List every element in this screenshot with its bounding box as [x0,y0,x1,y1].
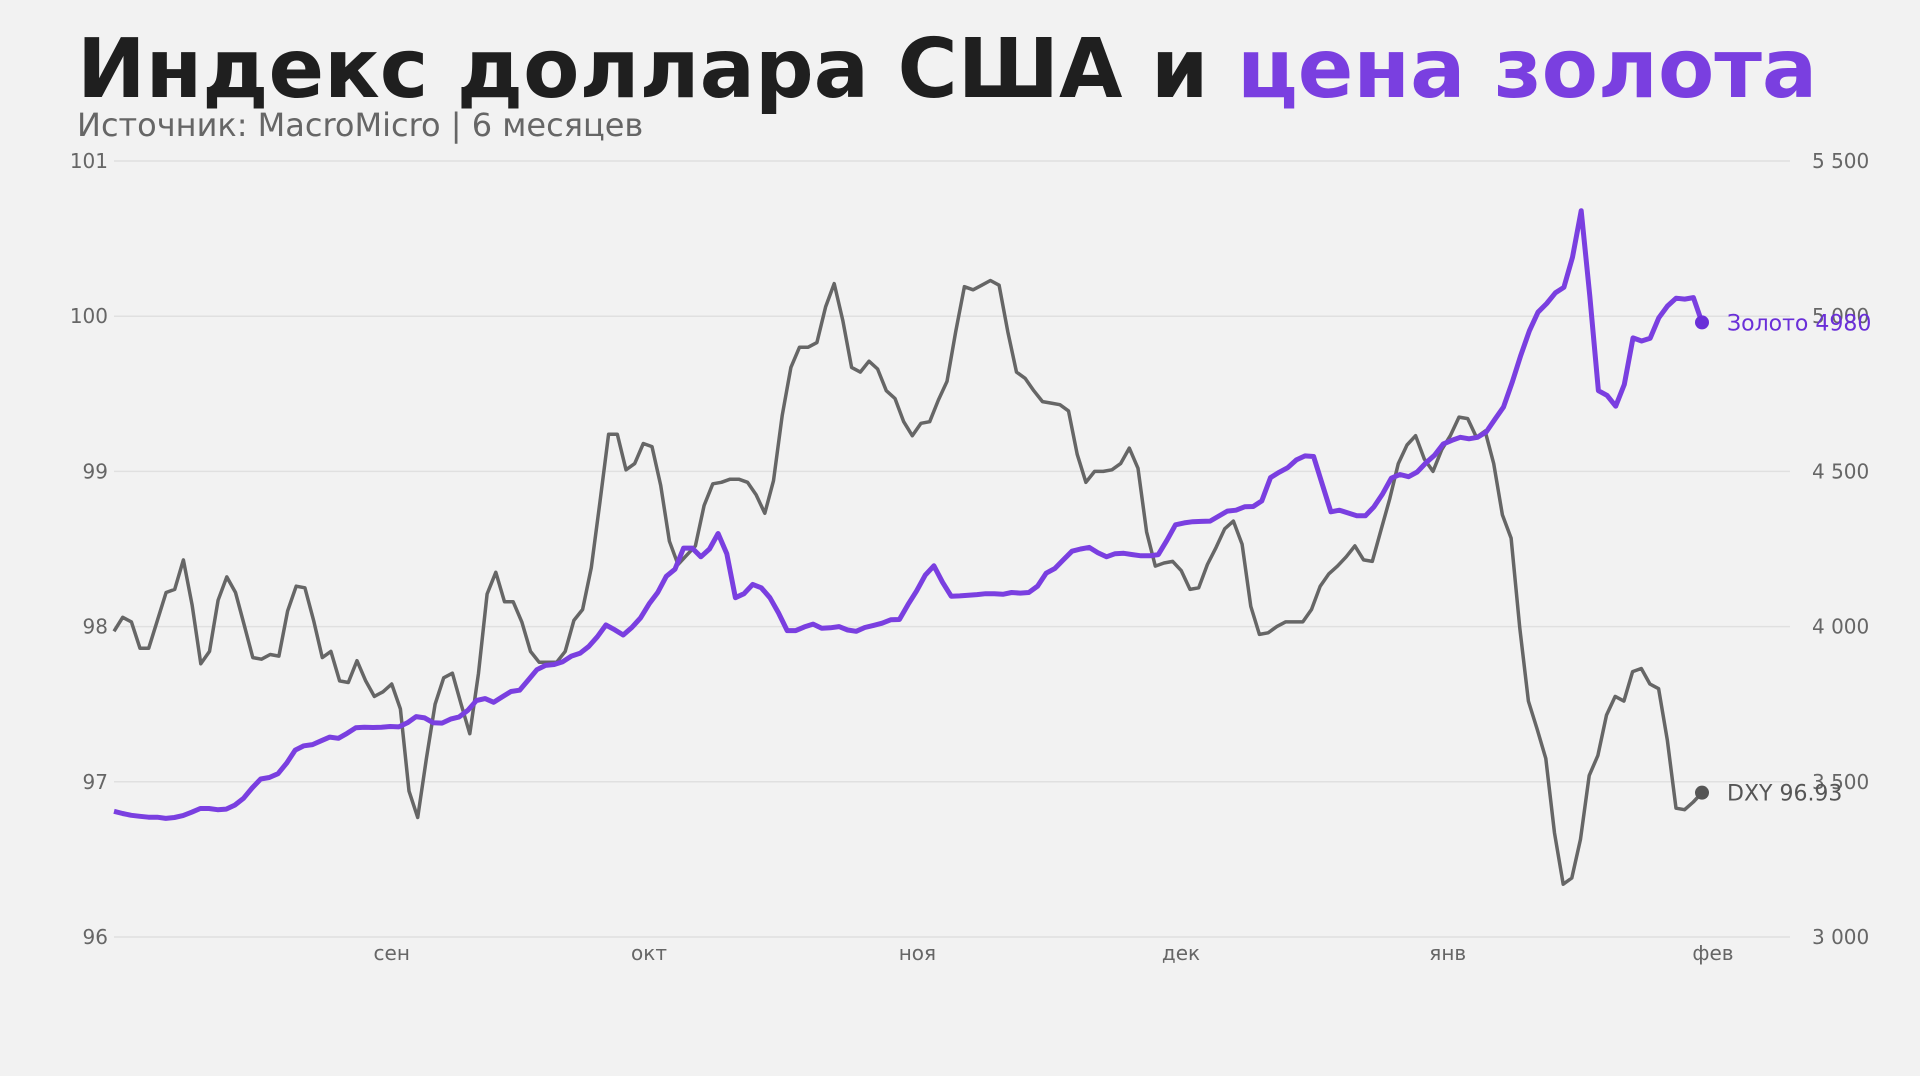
right-y-axis: 3 000 3 500 4 000 4 500 5 000 5 500 [1812,149,1869,949]
left-y-tick: 100 [70,304,108,328]
left-y-tick: 98 [83,615,108,639]
right-y-tick: 3 000 [1812,925,1869,949]
right-y-tick: 4 500 [1812,459,1869,483]
gold-end-label: Золото 4980 [1727,311,1871,336]
x-tick-ноя: ноя [899,941,936,965]
dxy-end-marker [1695,785,1709,800]
dxy-end-label: DXY 96.93 [1727,782,1842,807]
x-tick-окт: окт [631,941,667,965]
x-tick-фев: фев [1692,941,1733,965]
right-y-tick: 5 000 [1812,304,1869,328]
dxy-series-line [112,278,1704,886]
left-y-tick: 97 [83,770,108,794]
left-y-tick: 96 [83,925,108,949]
right-y-tick: 3 500 [1812,770,1869,794]
x-axis: сен окт ноя дек янв фев [374,941,1734,965]
x-tick-сен: сен [374,941,410,965]
x-tick-дек: дек [1162,941,1200,965]
left-y-tick: 101 [70,149,108,173]
title-accent: цена золота [1237,22,1818,117]
page-title: Индекс доллара США и цена золота [77,22,1817,117]
grid-lines [114,160,1790,938]
gold-series-line [113,208,1705,821]
left-y-tick: 99 [83,459,108,483]
left-y-axis: 96 97 98 99 100 101 [70,149,108,949]
chart-subtitle: Источник: MacroMicro | 6 месяцев [77,106,644,144]
right-y-tick: 5 500 [1812,149,1869,173]
x-tick-янв: янв [1429,941,1466,965]
gold-end-marker [1695,315,1709,330]
title-main: Индекс доллара США и [77,22,1238,117]
right-y-tick: 4 000 [1812,615,1869,639]
